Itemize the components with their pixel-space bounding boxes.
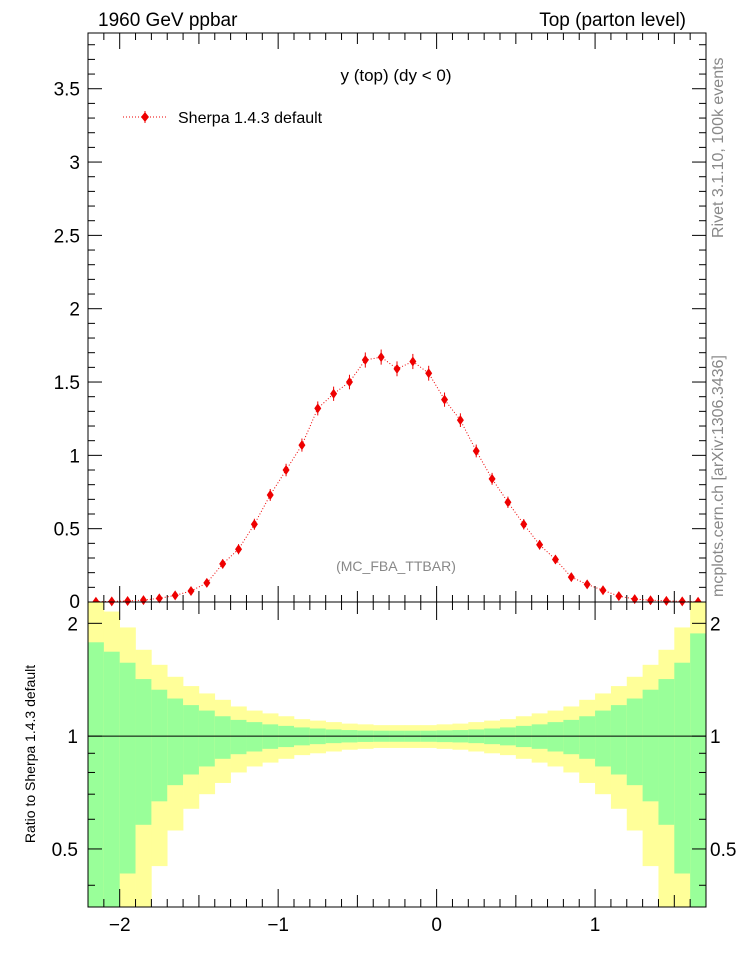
mc-point <box>124 595 132 606</box>
plot-title: y (top) (dy < 0) <box>340 66 451 85</box>
mc-point <box>361 355 369 366</box>
ratio-ytick-label-left: 2 <box>67 614 78 635</box>
main-axis-ticks <box>88 33 706 602</box>
mc-point <box>504 497 512 508</box>
mc-point <box>314 403 322 414</box>
mc-point <box>139 595 147 606</box>
main-ytick-label-zero: 0 <box>69 592 80 613</box>
ratio-band-inner <box>579 716 596 759</box>
ratio-frame <box>87 601 707 908</box>
x-tick-label: 0 <box>431 915 442 936</box>
mc-point <box>409 356 417 367</box>
mc-point <box>536 539 544 550</box>
mc-point <box>488 473 496 484</box>
mc-point <box>187 586 195 597</box>
mc-series <box>92 349 702 607</box>
legend: Sherpa 1.4.3 default <box>123 110 323 127</box>
ratio-band-inner <box>119 662 136 874</box>
mc-point <box>425 368 433 379</box>
mc-point <box>393 363 401 374</box>
mc-point <box>330 388 338 399</box>
main-y-tick-labels: 0.5 1 1.5 2 2.5 3 3.5 0 <box>54 80 80 613</box>
header-left: 1960 GeV ppbar <box>98 10 238 31</box>
mc-point <box>171 590 179 601</box>
x-tick-label: −2 <box>109 915 131 936</box>
main-ytick-label: 1 <box>69 446 80 467</box>
ratio-band-inner <box>135 679 152 825</box>
mc-point <box>472 445 480 456</box>
mc-point <box>567 572 575 583</box>
ratio-band-inner <box>595 710 612 767</box>
mc-point <box>155 593 163 604</box>
main-ytick-label: 3.5 <box>54 80 80 101</box>
ratio-y-label: Ratio to Sherpa 1.4.3 default <box>22 665 38 843</box>
ratio-band-inner <box>674 662 691 874</box>
ratio-band-inner <box>642 689 659 802</box>
mc-point <box>583 579 591 590</box>
ratio-band-inner <box>626 698 643 786</box>
x-tick-label: 1 <box>590 915 601 936</box>
ratio-band-inner <box>230 719 247 755</box>
main-ytick-label: 3 <box>69 153 80 174</box>
mc-point <box>377 352 385 363</box>
ratio-bands <box>88 602 707 907</box>
header-right: Top (parton level) <box>539 10 686 31</box>
mc-point <box>282 465 290 476</box>
ratio-y-tick-labels: 0.5 0.5 1 1 2 2 <box>52 614 737 861</box>
ratio-band-inner <box>610 705 628 775</box>
ratio-band-inner <box>167 698 184 786</box>
mc-point <box>441 394 449 405</box>
ratio-ytick-label-left: 0.5 <box>52 840 78 861</box>
ratio-band-inner <box>690 633 707 907</box>
ratio-band-inner <box>198 710 216 767</box>
ratio-band-inner <box>563 719 580 755</box>
mc-point <box>599 585 607 596</box>
ratio-ytick-label-right: 2 <box>710 614 721 635</box>
mc-point <box>631 594 639 605</box>
ratio-band-inner <box>658 679 675 825</box>
rivet-label: Rivet 3.1.10, 100k events <box>710 57 727 238</box>
mc-point <box>551 554 559 565</box>
ratio-band-inner <box>214 716 231 759</box>
ratio-band-inner <box>547 722 564 752</box>
ratio-axis-ticks <box>88 602 706 907</box>
mc-point <box>298 440 306 451</box>
main-panel: 0.5 1 1.5 2 2.5 3 3.5 0 y (top) (dy < 0) (MC_FB… <box>54 32 707 613</box>
mcplots-label: mcplots.cern.ch [arXiv:1306.3436] <box>710 355 727 597</box>
main-ytick-label: 1.5 <box>54 373 80 394</box>
mc-point <box>266 489 274 500</box>
watermark: (MC_FBA_TTBAR) <box>336 558 456 574</box>
mc-point <box>662 595 670 606</box>
mc-point <box>250 519 258 530</box>
mc-point <box>345 377 353 388</box>
mc-point <box>219 558 227 569</box>
ratio-band-inner <box>103 651 120 907</box>
main-ytick-label: 0.5 <box>54 520 80 541</box>
x-tick-label: −1 <box>267 915 289 936</box>
ratio-panel: 0.5 0.5 1 1 2 2 −2 −1 0 1 Ratio to Sherpa 1.4.3 … <box>22 601 737 936</box>
main-ytick-label: 2.5 <box>54 226 80 247</box>
x-tick-labels: −2 −1 0 1 <box>109 915 601 936</box>
ratio-ytick-label-right: 0.5 <box>710 840 736 861</box>
legend-label: Sherpa 1.4.3 default <box>178 110 323 127</box>
ratio-band-inner <box>88 642 105 907</box>
ratio-band-inner <box>151 689 168 802</box>
mc-point <box>108 596 116 607</box>
legend-marker <box>141 112 149 122</box>
mc-point <box>203 577 211 588</box>
mc-point <box>678 596 686 607</box>
ratio-ytick-label-left: 1 <box>67 727 78 748</box>
mc-point <box>520 519 528 530</box>
mc-point <box>235 544 243 555</box>
ratio-ytick-label-right: 1 <box>710 727 721 748</box>
ratio-band-inner <box>183 705 200 775</box>
mc-point <box>456 415 464 426</box>
ratio-band-inner <box>246 722 263 752</box>
mc-point <box>647 595 655 606</box>
mc-point <box>615 591 623 602</box>
main-ytick-label: 2 <box>69 300 80 321</box>
